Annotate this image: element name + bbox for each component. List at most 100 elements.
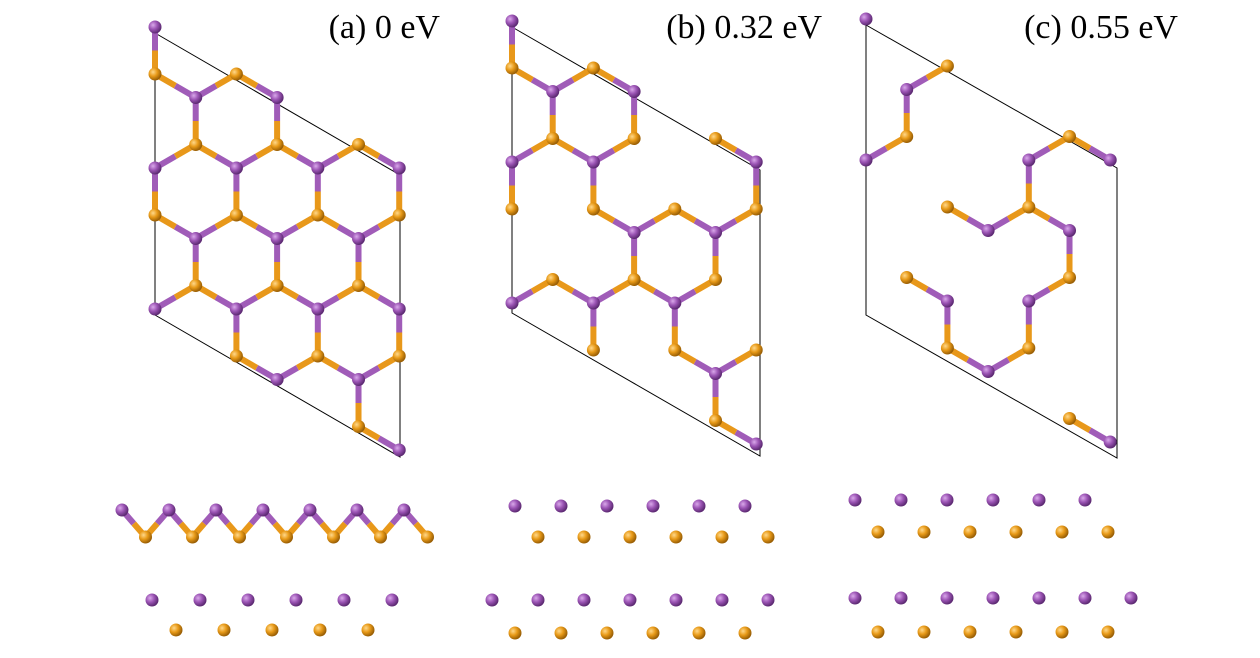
atom [600,626,614,640]
atom [485,593,499,607]
atom [1124,591,1138,605]
atom [577,530,591,544]
atom [392,443,406,457]
atom [256,503,270,517]
atom [303,503,317,517]
atom [162,503,176,517]
atom [1032,591,1046,605]
atom [392,161,406,175]
panel-label: (b) 0.32 eV [666,9,822,46]
atom [392,208,406,222]
atom [186,530,199,544]
atom [229,349,243,363]
atom [1101,625,1115,639]
atom [981,224,995,237]
atom [1103,435,1117,449]
atom [669,530,683,544]
atom [311,302,325,316]
atom [749,155,763,169]
atom [145,593,159,607]
panel-label: (c) 0.55 eV [1024,9,1178,46]
atom [505,296,519,310]
atom [148,20,162,34]
atom [668,343,682,357]
unit-cell [865,24,1118,459]
atom [709,414,723,427]
atom [900,130,914,143]
atom [900,83,914,96]
atom [209,503,223,517]
atom [531,530,545,544]
atom [352,420,366,433]
atom [193,593,207,607]
atom [1022,200,1036,214]
atom [508,499,522,513]
atom [940,294,954,308]
atom [715,530,729,544]
atom [981,365,995,378]
atom [940,591,954,605]
atom [311,349,325,363]
atom [1022,153,1036,167]
atom [148,302,162,316]
atom [709,226,723,239]
atom [311,161,325,175]
atom [963,625,977,639]
atom [586,343,600,357]
atom [646,626,660,640]
atom [327,530,340,544]
atom [627,273,641,286]
atom [1063,271,1077,284]
atom [627,85,641,98]
atom [761,530,775,544]
atom [577,593,591,607]
atom [709,367,723,380]
atom [311,208,325,222]
atom [871,625,885,639]
atom [917,625,931,639]
atom [189,279,203,292]
atom [270,232,284,245]
atom [139,530,152,544]
atom [505,14,519,28]
atom [848,493,862,507]
atom [986,493,1000,507]
atom [986,591,1000,605]
atom [1009,525,1023,539]
atom [1101,525,1115,539]
atom [871,525,885,539]
atom [848,591,862,605]
atom [940,493,954,507]
atom [421,530,434,544]
atom [554,626,568,640]
atom [392,302,406,316]
atom [280,530,293,544]
atom [229,67,243,81]
atom [189,91,203,104]
atom [270,138,284,151]
atom [397,503,411,517]
atom [1078,493,1092,507]
atom [1063,130,1077,143]
atom [940,59,954,73]
atom [738,499,752,513]
atom [189,138,203,151]
atom [169,623,183,637]
atom [627,226,641,239]
atom [115,503,129,517]
atom [352,138,366,151]
atom [1078,591,1092,605]
atom [217,623,231,637]
atom [241,593,255,607]
atom [531,593,545,607]
atom [1055,625,1069,639]
atom [761,593,775,607]
atom [586,296,600,310]
atom [350,503,364,517]
atom [586,61,600,75]
atom [352,232,366,245]
atom [1063,412,1077,425]
atom [894,591,908,605]
atom [505,202,519,216]
